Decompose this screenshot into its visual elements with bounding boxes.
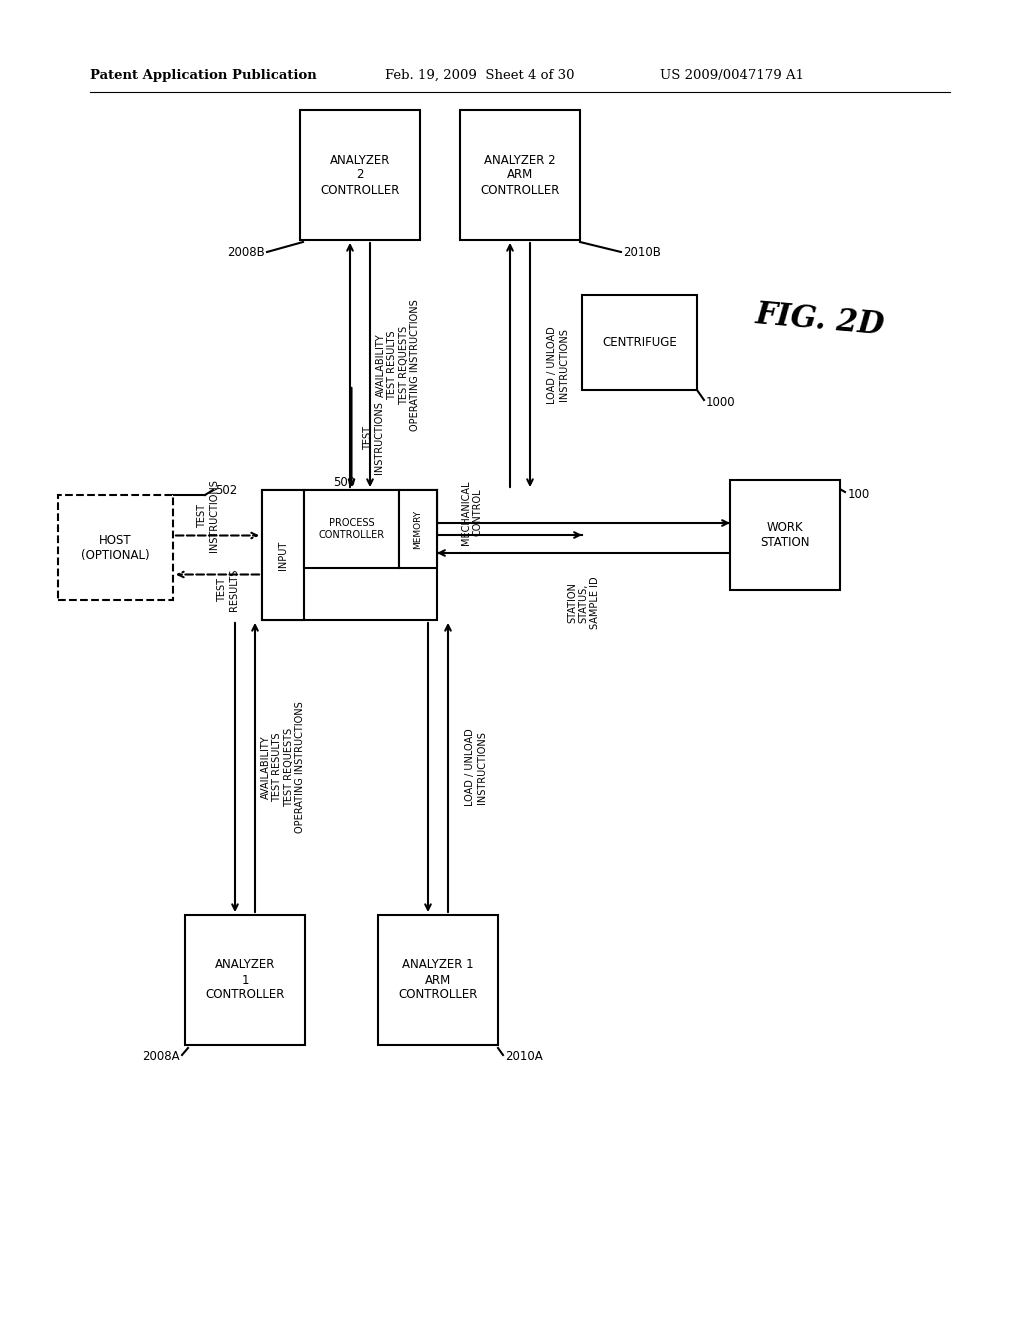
Text: 2010A: 2010A	[505, 1051, 543, 1064]
Text: PROCESS
CONTROLLER: PROCESS CONTROLLER	[318, 519, 385, 540]
Text: CENTRIFUGE: CENTRIFUGE	[602, 337, 677, 348]
Text: ANALYZER
1
CONTROLLER: ANALYZER 1 CONTROLLER	[206, 958, 285, 1002]
Text: 2008B: 2008B	[227, 246, 265, 259]
Bar	[460, 110, 580, 240]
Text: TEST
INSTRUCTIONS: TEST INSTRUCTIONS	[198, 479, 219, 552]
Text: FIG. 2D: FIG. 2D	[754, 298, 886, 341]
Text: TEST
INSTRUCTIONS: TEST INSTRUCTIONS	[362, 401, 384, 474]
Text: AVAILABILITY
TEST RESULTS
TEST REQUESTS
OPERATING INSTRUCTIONS: AVAILABILITY TEST RESULTS TEST REQUESTS …	[260, 702, 305, 833]
Text: 2008A: 2008A	[142, 1051, 180, 1064]
Text: ANALYZER 2
ARM
CONTROLLER: ANALYZER 2 ARM CONTROLLER	[480, 153, 560, 197]
Text: AVAILABILITY
TEST RESULTS
TEST REQUESTS
OPERATING INSTRUCTIONS: AVAILABILITY TEST RESULTS TEST REQUESTS …	[376, 300, 421, 430]
Bar	[730, 480, 840, 590]
Text: 1000: 1000	[706, 396, 735, 408]
Text: LOAD / UNLOAD
INSTRUCTIONS: LOAD / UNLOAD INSTRUCTIONS	[465, 729, 486, 807]
Text: ANALYZER
2
CONTROLLER: ANALYZER 2 CONTROLLER	[321, 153, 399, 197]
Text: INPUT: INPUT	[278, 540, 288, 570]
Text: TEST
RESULTS: TEST RESULTS	[217, 569, 239, 611]
Bar	[262, 490, 304, 620]
Text: 502: 502	[215, 483, 238, 496]
Bar	[185, 915, 305, 1045]
Text: Patent Application Publication: Patent Application Publication	[90, 69, 316, 82]
Bar	[582, 294, 697, 389]
Text: 2010B: 2010B	[623, 246, 660, 259]
Text: 500: 500	[334, 475, 355, 488]
Bar	[399, 490, 437, 568]
Text: ANALYZER 1
ARM
CONTROLLER: ANALYZER 1 ARM CONTROLLER	[398, 958, 477, 1002]
Text: LOAD / UNLOAD
INSTRUCTIONS: LOAD / UNLOAD INSTRUCTIONS	[547, 326, 568, 404]
Bar	[304, 490, 399, 568]
Bar	[58, 495, 173, 601]
Bar	[300, 110, 420, 240]
Bar	[262, 490, 437, 620]
Bar	[378, 915, 498, 1045]
Text: 100: 100	[848, 488, 870, 502]
Text: MECHANICAL
CONTROL: MECHANICAL CONTROL	[461, 480, 482, 545]
Text: HOST
(OPTIONAL): HOST (OPTIONAL)	[81, 533, 150, 561]
Text: Feb. 19, 2009  Sheet 4 of 30: Feb. 19, 2009 Sheet 4 of 30	[385, 69, 574, 82]
Text: STATION
STATUS,
SAMPLE ID: STATION STATUS, SAMPLE ID	[567, 577, 600, 630]
Text: WORK
STATION: WORK STATION	[760, 521, 810, 549]
Text: US 2009/0047179 A1: US 2009/0047179 A1	[660, 69, 804, 82]
Text: MEMORY: MEMORY	[414, 510, 423, 549]
